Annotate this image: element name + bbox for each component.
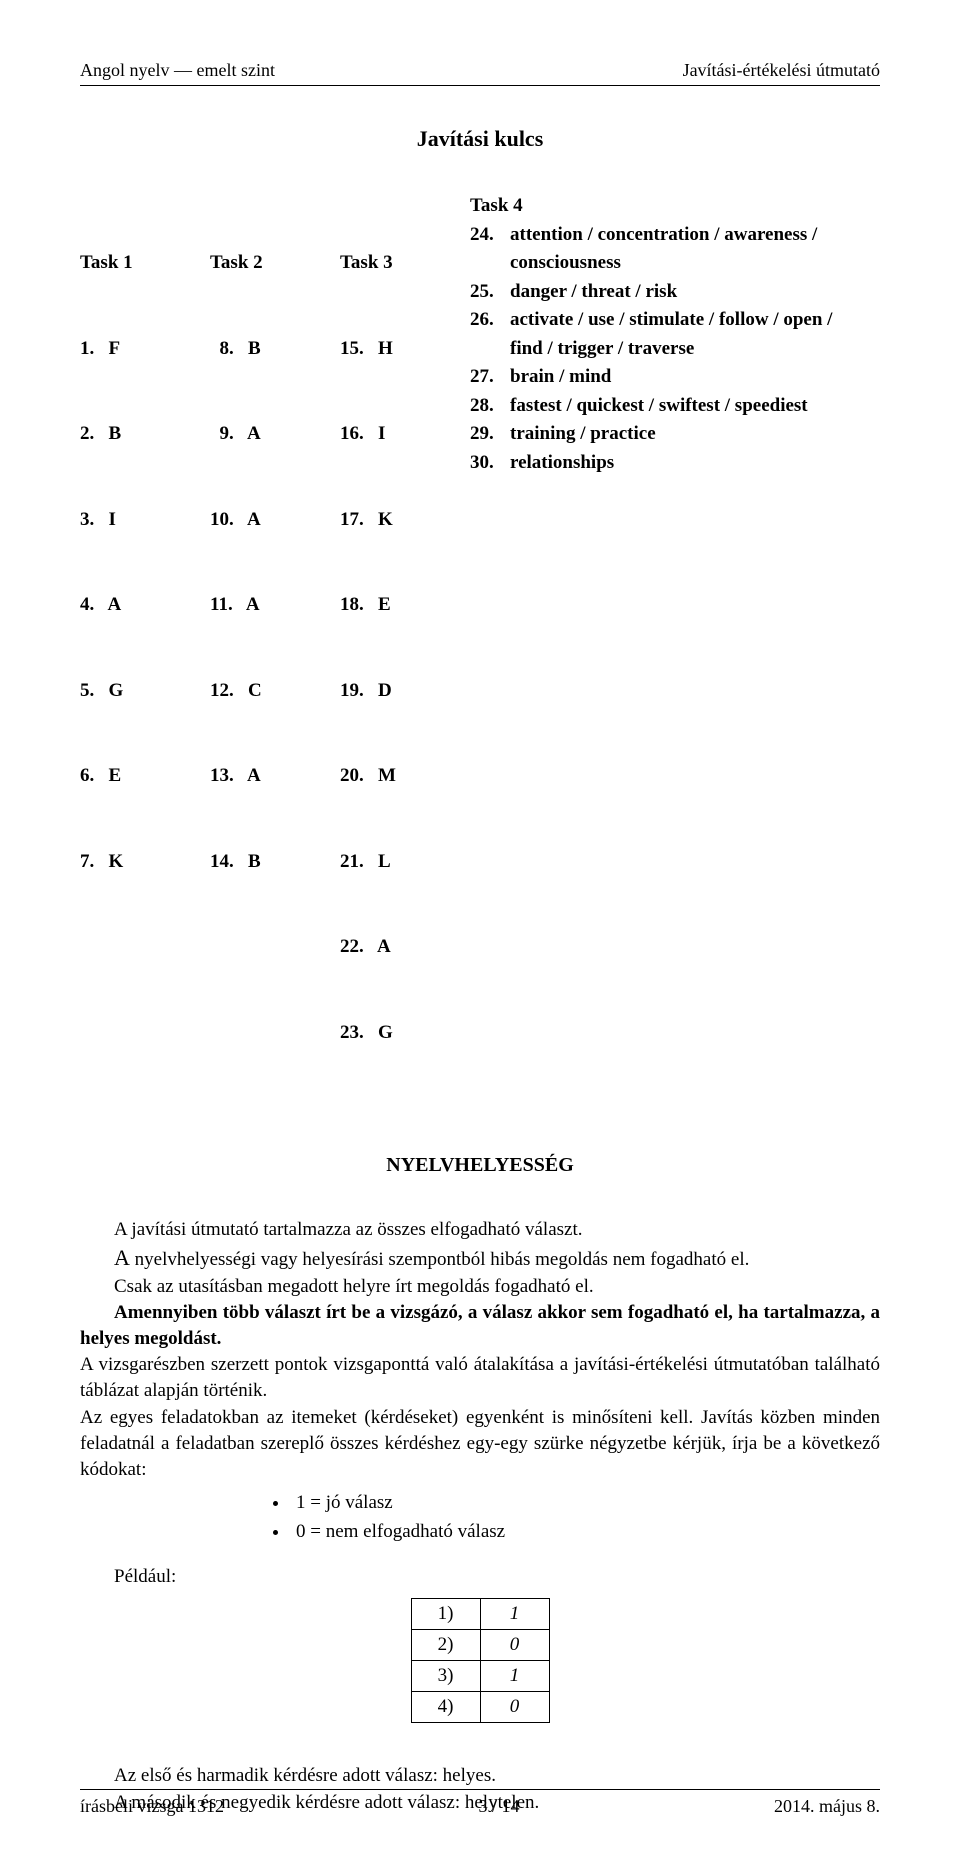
task2-row: 9. A <box>210 420 340 449</box>
example-table: 1)1 2)0 3)1 4)0 <box>411 1598 550 1723</box>
task2-row: 11. A <box>210 591 340 620</box>
example-label: Például: <box>114 1566 880 1588</box>
task1-row: 3. I <box>80 506 210 535</box>
body-line: A nyelvhelyességi vagy helyesírási szemp… <box>80 1243 880 1273</box>
header-left: Angol nyelv — emelt szint <box>80 60 275 81</box>
code-bullet-list: 1 = jó válasz 0 = nem elfogadható válasz <box>80 1489 880 1546</box>
table-row: 4)0 <box>411 1692 549 1723</box>
task4-row: find / trigger / traverse <box>470 335 880 364</box>
task4-header: Task 4 <box>470 192 880 221</box>
table-cell: 0 <box>480 1630 549 1661</box>
task1-column: Task 1 1. F 2. B 3. I 4. A 5. G 6. E 7. … <box>80 192 210 1104</box>
table-cell: 3) <box>411 1661 480 1692</box>
task3-row: 15. H <box>340 335 470 364</box>
task4-text: consciousness <box>470 249 880 278</box>
task2-row: 10. A <box>210 506 340 535</box>
task4-text: activate / use / stimulate / follow / op… <box>510 306 880 335</box>
task4-num: 26. <box>470 306 510 335</box>
footer-center: 3 / 14 <box>478 1796 519 1817</box>
body-line: A vizsgarészben szerzett pontok vizsgapo… <box>80 1352 880 1404</box>
body-line: Amennyiben több választ írt be a vizsgáz… <box>80 1300 880 1352</box>
task2-header: Task 2 <box>210 249 340 278</box>
answers-line: Az első és harmadik kérdésre adott válas… <box>80 1763 880 1790</box>
body-large-a: A <box>114 1245 130 1270</box>
task4-row: 27.brain / mind <box>470 363 880 392</box>
task3-row: 22. A <box>340 933 470 962</box>
task4-text: brain / mind <box>510 363 880 392</box>
table-cell: 0 <box>480 1692 549 1723</box>
footer-rule <box>80 1789 880 1790</box>
task4-text: fastest / quickest / swiftest / speedies… <box>510 392 880 421</box>
task4-num: 25. <box>470 278 510 307</box>
task1-row: 4. A <box>80 591 210 620</box>
header-right: Javítási-értékelési útmutató <box>683 60 880 81</box>
task3-row: 19. D <box>340 677 470 706</box>
page: Angol nyelv — emelt szint Javítási-érték… <box>0 0 960 1857</box>
task3-row: 23. G <box>340 1019 470 1048</box>
task1-row: 5. G <box>80 677 210 706</box>
task4-text: relationships <box>510 449 880 478</box>
footer-left: írásbeli vizsga 1312 <box>80 1796 224 1817</box>
body-line: A javítási útmutató tartalmazza az össze… <box>80 1217 880 1243</box>
task2-column: Task 2 8. B 9. A 10. A 11. A 12. C 13. A… <box>210 192 340 1104</box>
page-header: Angol nyelv — emelt szint Javítási-érték… <box>80 60 880 81</box>
table-cell: 1 <box>480 1599 549 1630</box>
table-cell: 1 <box>480 1661 549 1692</box>
task4-text: attention / concentration / awareness / <box>510 221 880 250</box>
task2-row: 12. C <box>210 677 340 706</box>
body-line-rest: nyelvhelyességi vagy helyesírási szempon… <box>130 1249 749 1270</box>
footer-right: 2014. május 8. <box>774 1796 880 1817</box>
task4-row: 28.fastest / quickest / swiftest / speed… <box>470 392 880 421</box>
task4-num: 30. <box>470 449 510 478</box>
task4-num: 29. <box>470 420 510 449</box>
task1-row: 7. K <box>80 848 210 877</box>
bullet-item: 1 = jó válasz <box>290 1489 880 1518</box>
table-cell: 1) <box>411 1599 480 1630</box>
task4-text: find / trigger / traverse <box>470 335 880 364</box>
task4-text: danger / threat / risk <box>510 278 880 307</box>
task3-row: 18. E <box>340 591 470 620</box>
table-cell: 2) <box>411 1630 480 1661</box>
task3-column: Task 3 15. H 16. I 17. K 18. E 19. D 20.… <box>340 192 470 1104</box>
task2-row: 8. B <box>210 335 340 364</box>
table-row: 2)0 <box>411 1630 549 1661</box>
instructions-body: A javítási útmutató tartalmazza az össze… <box>80 1217 880 1483</box>
task4-row: 25.danger / threat / risk <box>470 278 880 307</box>
task4-row: 30.relationships <box>470 449 880 478</box>
table-cell: 4) <box>411 1692 480 1723</box>
task1-row: 1. F <box>80 335 210 364</box>
answer-key-columns: Task 1 1. F 2. B 3. I 4. A 5. G 6. E 7. … <box>80 192 880 1104</box>
task1-row: 6. E <box>80 762 210 791</box>
task1-row: 2. B <box>80 420 210 449</box>
task4-num: 24. <box>470 221 510 250</box>
body-line: Az egyes feladatokban az itemeket (kérdé… <box>80 1405 880 1484</box>
task2-row: 13. A <box>210 762 340 791</box>
section-title: NYELVHELYESSÉG <box>80 1154 880 1177</box>
task3-header: Task 3 <box>340 249 470 278</box>
task4-row: 29.training / practice <box>470 420 880 449</box>
task4-column: Task 4 24.attention / concentration / aw… <box>470 192 880 1104</box>
task3-row: 16. I <box>340 420 470 449</box>
task2-row: 14. B <box>210 848 340 877</box>
task4-text: training / practice <box>510 420 880 449</box>
footer-row: írásbeli vizsga 1312 3 / 14 2014. május … <box>80 1796 880 1817</box>
task3-row: 17. K <box>340 506 470 535</box>
body-bold: Amennyiben több választ írt be a vizsgáz… <box>80 1302 880 1349</box>
task1-header: Task 1 <box>80 249 210 278</box>
task4-row: consciousness <box>470 249 880 278</box>
task3-row: 21. L <box>340 848 470 877</box>
task4-row: 26.activate / use / stimulate / follow /… <box>470 306 880 335</box>
table-row: 1)1 <box>411 1599 549 1630</box>
page-footer: írásbeli vizsga 1312 3 / 14 2014. május … <box>80 1789 880 1817</box>
task4-num: 27. <box>470 363 510 392</box>
header-rule <box>80 85 880 86</box>
table-row: 3)1 <box>411 1661 549 1692</box>
task3-row: 20. M <box>340 762 470 791</box>
task4-row: 24.attention / concentration / awareness… <box>470 221 880 250</box>
body-line: Csak az utasításban megadott helyre írt … <box>80 1274 880 1300</box>
page-title: Javítási kulcs <box>80 126 880 152</box>
task4-num: 28. <box>470 392 510 421</box>
bullet-item: 0 = nem elfogadható válasz <box>290 1518 880 1547</box>
